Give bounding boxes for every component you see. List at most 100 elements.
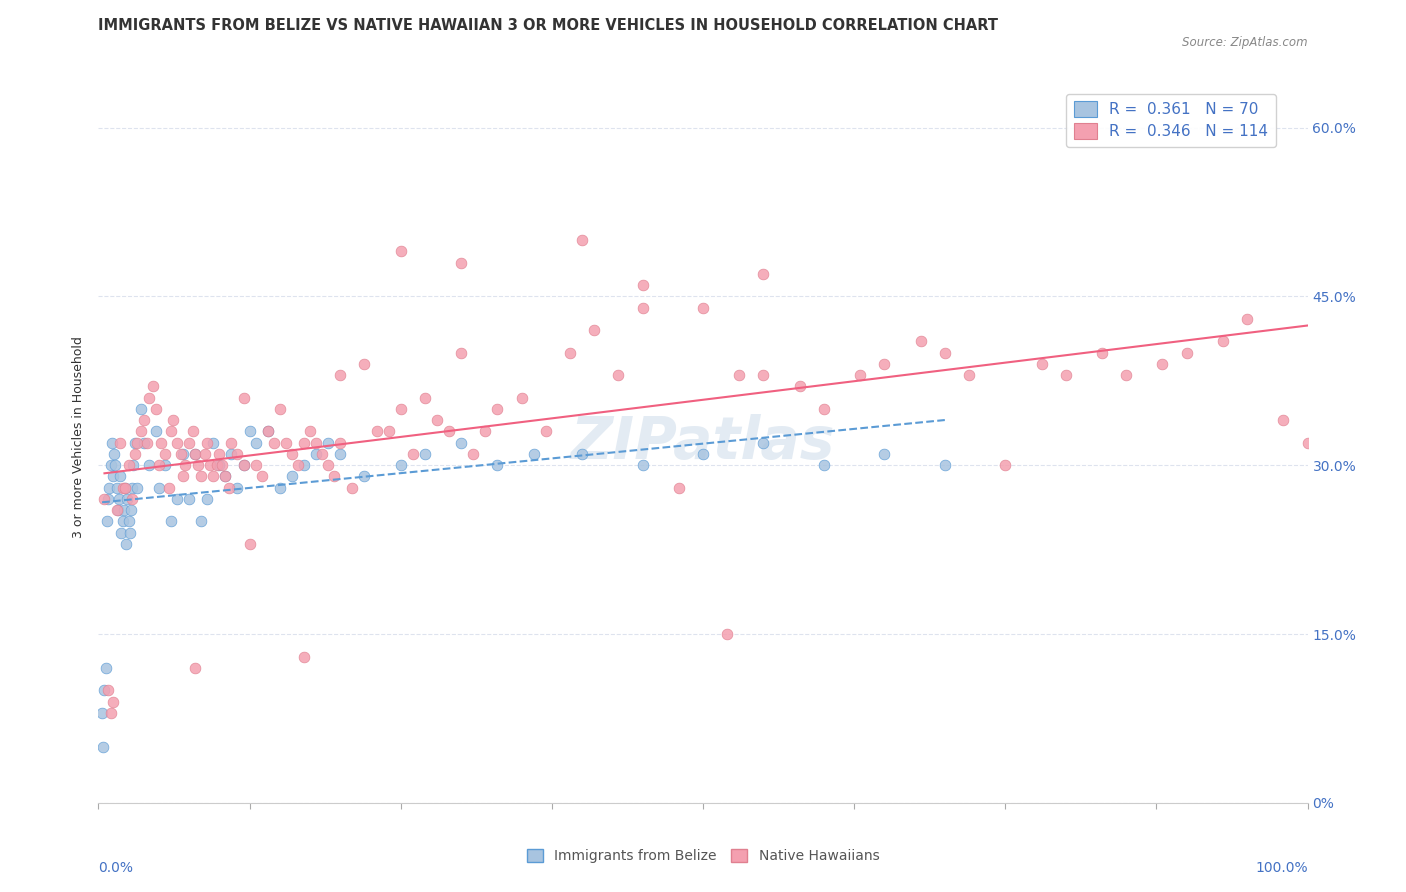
Point	[104, 458, 127, 473]
Point	[631, 278, 654, 293]
Point	[849, 368, 872, 383]
Point	[134, 435, 156, 450]
Point	[127, 481, 149, 495]
Point	[145, 401, 167, 416]
Point	[122, 458, 145, 473]
Point	[202, 469, 225, 483]
Point	[226, 447, 249, 461]
Point	[413, 391, 436, 405]
Point	[994, 458, 1017, 473]
Point	[179, 435, 201, 450]
Point	[195, 491, 218, 506]
Point	[450, 345, 472, 359]
Point	[124, 447, 146, 461]
Point	[214, 469, 236, 483]
Point	[208, 447, 231, 461]
Point	[813, 401, 835, 416]
Point	[118, 458, 141, 473]
Point	[121, 481, 143, 495]
Point	[239, 537, 262, 551]
Point	[239, 425, 262, 439]
Point	[172, 447, 194, 461]
Point	[510, 391, 533, 405]
Point	[813, 458, 835, 473]
Point	[437, 425, 460, 439]
Point	[232, 458, 254, 473]
Point	[105, 481, 128, 495]
Point	[287, 458, 309, 473]
Point	[91, 706, 114, 720]
Point	[166, 435, 188, 450]
Point	[292, 435, 315, 450]
Point	[1054, 368, 1077, 383]
Point	[426, 413, 449, 427]
Point	[571, 233, 593, 247]
Point	[232, 458, 254, 473]
Point	[463, 447, 485, 461]
Point	[1272, 413, 1295, 427]
Point	[668, 481, 690, 495]
Point	[118, 525, 141, 540]
Point	[114, 481, 136, 495]
Point	[124, 435, 146, 450]
Point	[195, 435, 218, 450]
Point	[211, 458, 233, 473]
Point	[110, 525, 132, 540]
Point	[389, 244, 412, 259]
Point	[1031, 357, 1053, 371]
Point	[250, 469, 273, 483]
Point	[135, 435, 157, 450]
Point	[752, 435, 775, 450]
Point	[142, 379, 165, 393]
Point	[323, 469, 346, 483]
Point	[692, 447, 714, 461]
Point	[97, 491, 120, 506]
Point	[103, 447, 125, 461]
Point	[1091, 345, 1114, 359]
Point	[607, 368, 630, 383]
Point	[148, 481, 170, 495]
Text: IMMIGRANTS FROM BELIZE VS NATIVE HAWAIIAN 3 OR MORE VEHICLES IN HOUSEHOLD CORREL: IMMIGRANTS FROM BELIZE VS NATIVE HAWAIIA…	[98, 18, 998, 33]
Point	[112, 503, 135, 517]
Point	[138, 391, 160, 405]
Point	[281, 469, 304, 483]
Point	[214, 469, 236, 483]
Point	[256, 425, 278, 439]
Point	[221, 435, 243, 450]
Point	[134, 413, 156, 427]
Point	[100, 458, 122, 473]
Point	[957, 368, 980, 383]
Legend: Immigrants from Belize, Native Hawaiians: Immigrants from Belize, Native Hawaiians	[522, 844, 884, 869]
Point	[221, 447, 243, 461]
Point	[118, 515, 141, 529]
Point	[194, 447, 217, 461]
Point	[1152, 357, 1174, 371]
Point	[181, 425, 204, 439]
Point	[934, 345, 956, 359]
Point	[148, 458, 170, 473]
Point	[534, 425, 557, 439]
Point	[910, 334, 932, 349]
Point	[100, 706, 122, 720]
Point	[728, 368, 751, 383]
Point	[305, 447, 328, 461]
Point	[329, 368, 352, 383]
Point	[174, 458, 197, 473]
Point	[631, 458, 654, 473]
Point	[450, 435, 472, 450]
Point	[389, 401, 412, 416]
Point	[474, 425, 496, 439]
Y-axis label: 3 or more Vehicles in Household: 3 or more Vehicles in Household	[72, 336, 86, 538]
Point	[150, 435, 173, 450]
Point	[450, 255, 472, 269]
Point	[129, 425, 152, 439]
Point	[316, 435, 339, 450]
Point	[873, 357, 896, 371]
Point	[138, 458, 160, 473]
Point	[413, 447, 436, 461]
Text: 100.0%: 100.0%	[1256, 862, 1308, 875]
Point	[94, 661, 117, 675]
Point	[166, 491, 188, 506]
Point	[172, 469, 194, 483]
Point	[789, 379, 811, 393]
